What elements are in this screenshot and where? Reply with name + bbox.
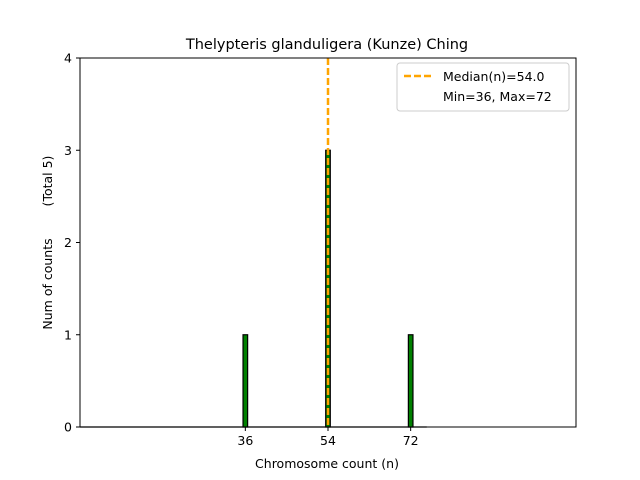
bar-72: [407, 334, 414, 428]
legend-range-label: Min=36, Max=72: [443, 89, 552, 104]
chart-title: Thelypteris glanduligera (Kunze) Ching: [185, 37, 468, 53]
x-tick-label: 54: [320, 433, 336, 448]
legend-median-label: Median(n)=54.0: [443, 69, 544, 84]
bar-36: [242, 334, 249, 428]
y-tick-label: 1: [64, 327, 72, 342]
y-tick-label: 2: [64, 235, 72, 250]
legend: Median(n)=54.0 Min=36, Max=72: [396, 62, 570, 112]
y-tick-label: 4: [64, 51, 72, 66]
y-tick-label: 3: [64, 143, 72, 158]
x-tick-label: 36: [237, 433, 253, 448]
y-axis-ticks: 0 1 2 3 4: [64, 51, 80, 435]
x-axis-label: Chromosome count (n): [255, 456, 399, 471]
x-tick-label: 72: [403, 433, 419, 448]
y-axis-total-label: (Total 5): [40, 156, 55, 207]
y-axis-label: Num of counts: [40, 238, 55, 329]
y-tick-label: 0: [64, 420, 72, 435]
x-axis-ticks: 36 54 72: [237, 427, 419, 448]
legend-box: [396, 62, 570, 112]
